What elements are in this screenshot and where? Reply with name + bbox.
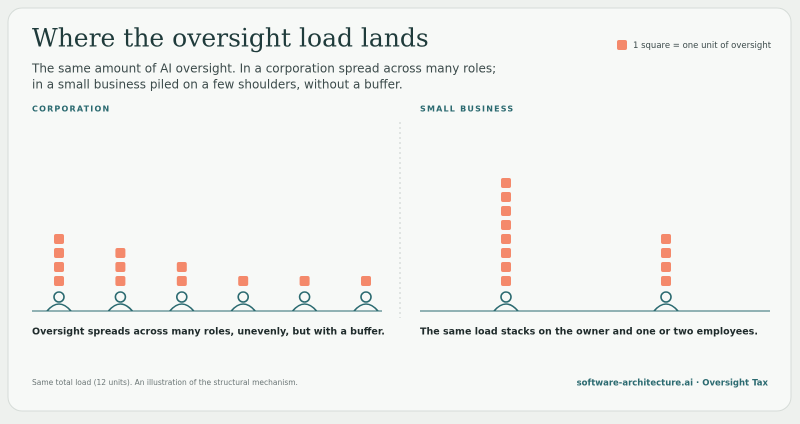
person-head bbox=[360, 291, 372, 303]
person-head bbox=[660, 291, 672, 303]
person-body bbox=[291, 303, 318, 312]
legend-swatch bbox=[617, 40, 627, 50]
unit-square bbox=[54, 234, 64, 244]
unit-square bbox=[176, 262, 187, 272]
unit-square bbox=[238, 276, 249, 286]
subtitle: in a small business piled on a few shoul… bbox=[32, 78, 403, 92]
unit-square bbox=[115, 248, 126, 258]
stack bbox=[115, 248, 126, 286]
unit-square bbox=[661, 276, 671, 286]
title: Where the oversight load lands bbox=[32, 24, 429, 53]
stack bbox=[661, 234, 671, 286]
unit-square bbox=[661, 234, 671, 244]
caption: Oversight spreads across many roles, une… bbox=[32, 327, 385, 338]
stack bbox=[176, 262, 187, 286]
subtitle: The same amount of AI oversight. In a co… bbox=[31, 62, 496, 76]
caption: The same load stacks on the owner and on… bbox=[420, 327, 758, 338]
footnote: Same total load (12 units). An illustrat… bbox=[32, 378, 298, 387]
source: software-architecture.ai · Oversight Tax bbox=[577, 379, 769, 389]
unit-square bbox=[299, 276, 310, 286]
legend-label: 1 square = one unit of oversight bbox=[633, 41, 772, 51]
person-body bbox=[107, 303, 134, 312]
person-head bbox=[176, 291, 188, 303]
person-head bbox=[298, 291, 311, 303]
stack bbox=[238, 276, 249, 286]
unit-square bbox=[54, 248, 64, 258]
unit-square bbox=[501, 262, 511, 272]
person-head bbox=[53, 291, 65, 303]
unit-square bbox=[501, 234, 511, 244]
unit-square bbox=[661, 262, 671, 272]
person-head bbox=[114, 291, 127, 303]
unit-square bbox=[501, 276, 511, 286]
stack bbox=[54, 234, 64, 286]
card bbox=[7, 7, 792, 412]
stack bbox=[299, 276, 310, 286]
person-body bbox=[493, 303, 519, 312]
unit-square bbox=[501, 248, 511, 258]
stack bbox=[501, 178, 511, 286]
unit-square bbox=[54, 262, 64, 272]
unit-square bbox=[176, 276, 187, 286]
unit-square bbox=[661, 248, 671, 258]
unit-square bbox=[361, 276, 371, 286]
person-body bbox=[46, 303, 72, 312]
unit-square bbox=[501, 178, 511, 188]
unit-square bbox=[501, 220, 511, 230]
unit-square bbox=[115, 276, 126, 286]
person-body bbox=[353, 303, 379, 312]
person-body bbox=[230, 303, 256, 312]
section-label: CORPORATION bbox=[32, 105, 110, 114]
person-head bbox=[500, 291, 512, 303]
person-body bbox=[653, 303, 679, 312]
stack bbox=[361, 276, 371, 286]
person-head bbox=[237, 291, 249, 303]
unit-square bbox=[115, 262, 126, 272]
unit-square bbox=[501, 206, 511, 216]
unit-square bbox=[501, 192, 511, 202]
section-label: SMALL BUSINESS bbox=[420, 105, 514, 114]
person-body bbox=[169, 303, 195, 312]
unit-square bbox=[54, 276, 64, 286]
